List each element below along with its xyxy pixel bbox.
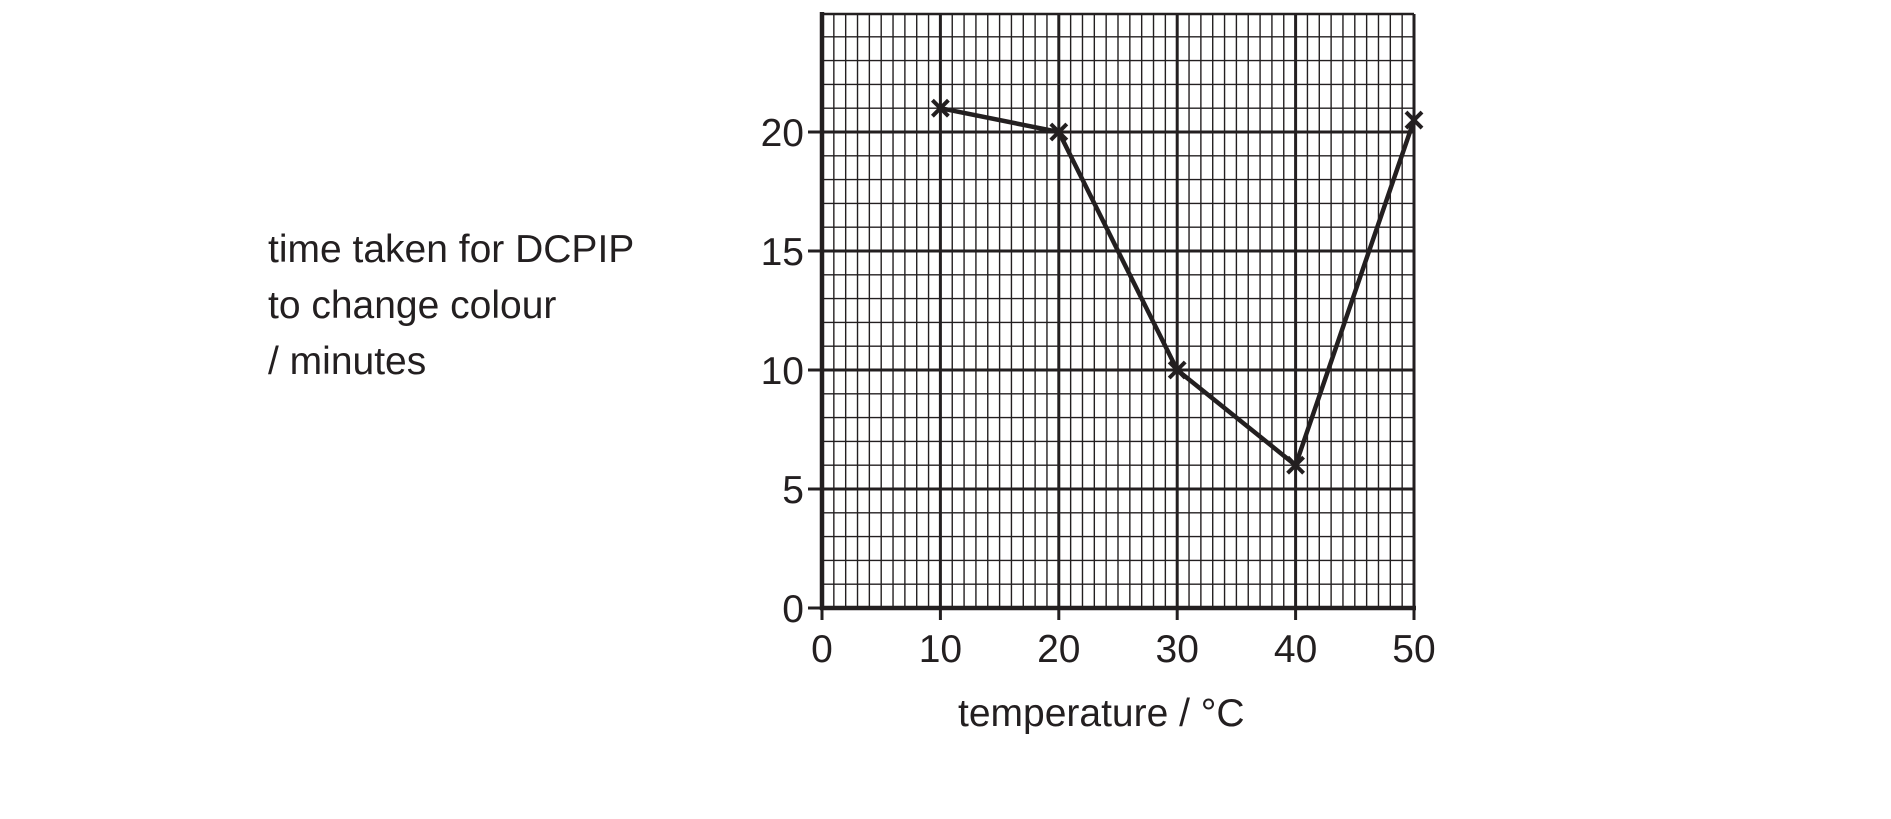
y-tick-label: 10 [761,350,804,393]
series-layer [930,98,1424,475]
cross-stroke [930,98,950,118]
x-tick-label: 0 [811,628,833,671]
x-tick-label: 30 [1156,628,1199,671]
x-tick-label: 40 [1274,628,1317,671]
x-tick-label: 50 [1392,628,1435,671]
cross-stroke [1286,455,1306,475]
tick-labels: 0 10 20 30 40 50 0 5 10 15 20 [761,112,1436,671]
data-point-cross [1167,360,1187,380]
data-point-cross [1404,110,1424,130]
y-tick-label: 15 [761,231,804,274]
y-axis-label-line-1: time taken for DCPIP [268,228,635,271]
x-tick-label: 20 [1037,628,1080,671]
y-tick-label: 0 [782,588,804,631]
x-axis-label: temperature / °C [958,692,1245,735]
cross-stroke [1404,110,1424,130]
data-point-cross [930,98,950,118]
x-tick-label: 10 [919,628,962,671]
axes [819,12,1416,611]
y-tick-label: 20 [761,112,804,155]
grid [820,14,1416,610]
cross-stroke [1049,122,1069,142]
y-axis-label: time taken for DCPIP to change colour / … [268,222,634,390]
y-tick-label: 5 [782,469,804,512]
data-point-cross [1286,455,1306,475]
data-point-cross [1049,122,1069,142]
y-axis-label-line-3: / minutes [268,340,427,383]
y-axis-label-line-2: to change colour [268,284,557,327]
cross-stroke [1167,360,1187,380]
